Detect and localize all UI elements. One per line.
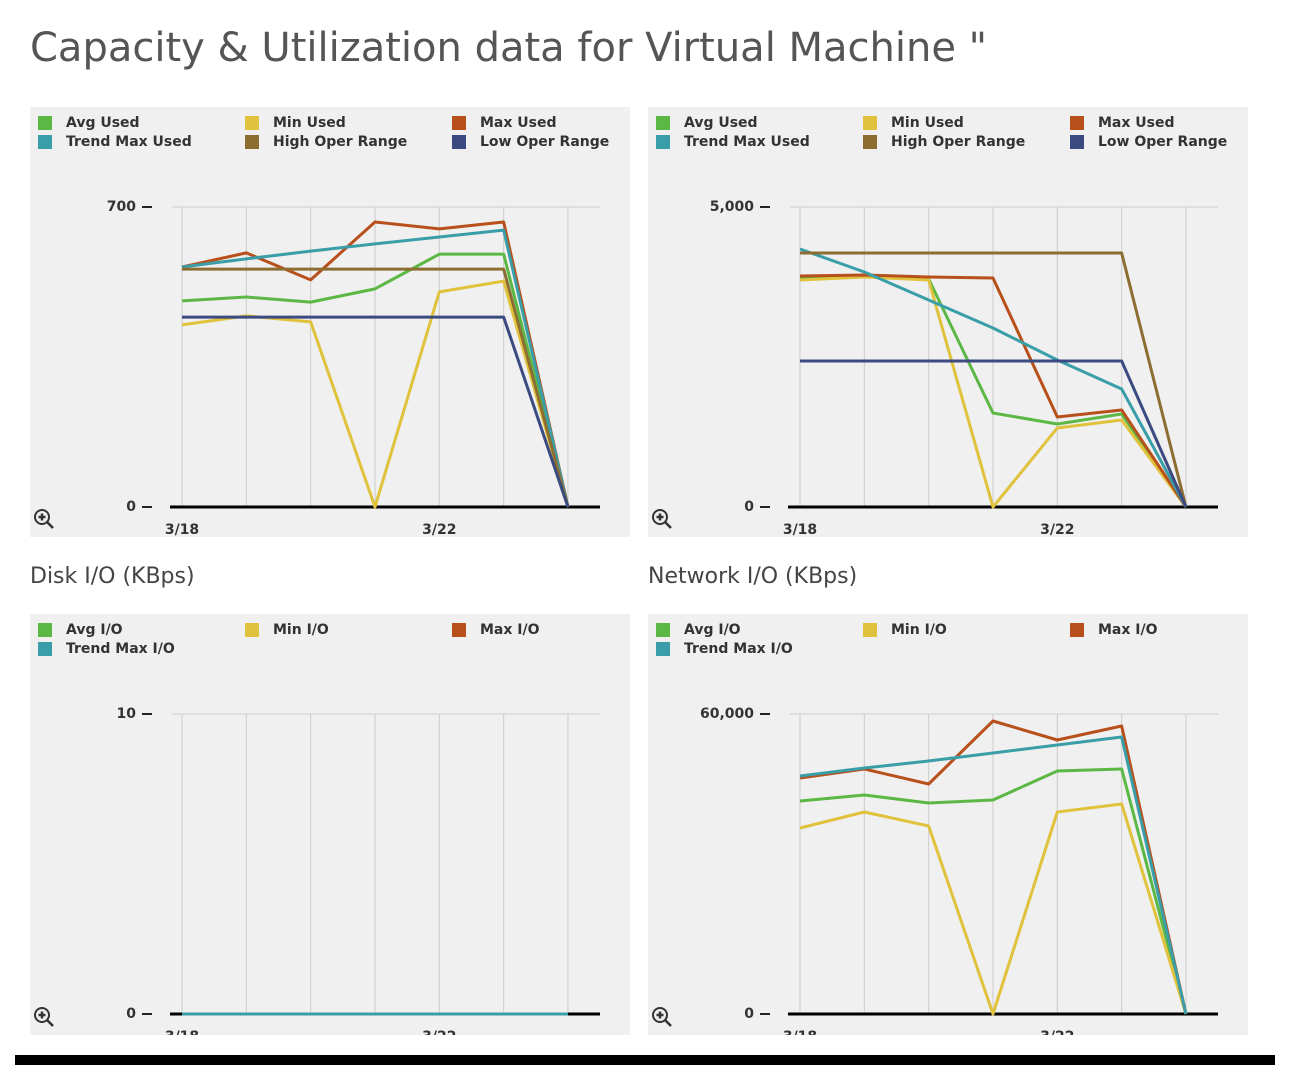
series-line <box>182 267 570 508</box>
legend-label: Min I/O <box>891 622 947 638</box>
legend-label: Avg I/O <box>66 622 123 638</box>
x-tick-label: 3/22 <box>422 522 456 538</box>
legend-label: Avg I/O <box>684 622 741 638</box>
legend-swatch <box>863 135 877 149</box>
zoom-button[interactable] <box>34 1007 54 1027</box>
panel-bg <box>648 614 1248 1035</box>
chart-panel: Avg I/O Min I/O Max I/O Trend Max I/O 3/18 3/… <box>30 614 630 1045</box>
bottom-bar <box>15 1055 1275 1065</box>
x-tick-label: 3/18 <box>165 1029 199 1045</box>
page-title: Capacity & Utilization data for Virtual … <box>30 25 987 71</box>
series-line <box>800 251 1188 508</box>
zoom-glyph <box>656 513 672 529</box>
x-tick-label: 3/22 <box>1040 1029 1074 1045</box>
y-tick-label: 0 <box>126 499 136 515</box>
zoom-button[interactable] <box>34 509 54 529</box>
legend-swatch <box>656 623 670 637</box>
panel-bg <box>30 107 630 537</box>
legend-label: Min I/O <box>273 622 329 638</box>
y-tick-label: 10 <box>117 706 137 722</box>
series-line <box>181 220 570 508</box>
y-tick-label: 5,000 <box>710 199 755 215</box>
series-line <box>182 315 570 508</box>
legend-label: High Oper Range <box>891 134 1025 150</box>
y-tick-label: 700 <box>107 199 136 215</box>
series-line <box>799 275 1188 509</box>
legend-swatch <box>1070 116 1084 130</box>
legend-swatch <box>38 623 52 637</box>
chart-title: Disk I/O (KBps) <box>30 564 195 589</box>
chart-panel: Avg I/O Min I/O Max I/O Trend Max I/O 3/18 3/… <box>648 614 1248 1045</box>
legend-label: Max I/O <box>1098 622 1158 638</box>
x-tick-label: 3/18 <box>783 522 817 538</box>
series-line <box>181 228 570 508</box>
legend-swatch <box>863 116 877 130</box>
zoom-button[interactable] <box>652 1007 672 1027</box>
x-tick-label: 3/18 <box>783 1029 817 1045</box>
legend-label: Low Oper Range <box>1098 134 1227 150</box>
legend-swatch <box>452 135 466 149</box>
legend-label: Min Used <box>891 115 964 131</box>
legend-label: High Oper Range <box>273 134 407 150</box>
chart-panel: Avg Used Min Used Max Used Trend Max Used Hi… <box>30 107 630 538</box>
legend-swatch <box>245 116 259 130</box>
legend-label: Min Used <box>273 115 346 131</box>
x-tick-label: 3/22 <box>422 1029 456 1045</box>
legend-swatch <box>452 116 466 130</box>
zoom-lens <box>34 1007 50 1023</box>
zoom-glyph <box>38 513 54 529</box>
legend-swatch <box>245 135 259 149</box>
legend-label: Max Used <box>480 115 557 131</box>
legend-label: Max I/O <box>480 622 540 638</box>
series-line <box>799 802 1188 1016</box>
series-line <box>799 273 1188 508</box>
y-tick-label: 0 <box>126 1006 136 1022</box>
legend-swatch <box>245 623 259 637</box>
y-tick-label: 60,000 <box>700 706 754 722</box>
x-tick-label: 3/18 <box>165 522 199 538</box>
zoom-glyph <box>656 1011 672 1027</box>
y-tick-label: 0 <box>744 1006 754 1022</box>
series-line <box>799 247 1188 508</box>
legend-swatch <box>656 116 670 130</box>
legend-swatch <box>1070 135 1084 149</box>
series-line <box>181 252 570 508</box>
chart-panel: Avg Used Min Used Max Used Trend Max Used Hi… <box>648 107 1248 538</box>
zoom-glyph <box>38 1011 54 1027</box>
legend-label: Trend Max I/O <box>66 641 175 657</box>
legend-label: Low Oper Range <box>480 134 609 150</box>
legend-label: Trend Max Used <box>684 134 810 150</box>
legend-swatch <box>38 135 52 149</box>
legend-swatch <box>452 623 466 637</box>
legend-label: Trend Max I/O <box>684 641 793 657</box>
legend-swatch <box>656 642 670 656</box>
series-line <box>799 767 1188 1015</box>
zoom-button[interactable] <box>652 509 672 529</box>
panel-bg <box>30 614 630 1035</box>
legend-label: Max Used <box>1098 115 1175 131</box>
x-tick-label: 3/22 <box>1040 522 1074 538</box>
zoom-lens <box>34 509 50 525</box>
legend-label: Trend Max Used <box>66 134 192 150</box>
legend-label: Avg Used <box>684 115 758 131</box>
zoom-lens <box>652 509 668 525</box>
chart-title: Network I/O (KBps) <box>648 564 857 589</box>
y-tick-label: 0 <box>744 499 754 515</box>
legend-label: Avg Used <box>66 115 140 131</box>
legend-swatch <box>38 642 52 656</box>
legend-swatch <box>863 623 877 637</box>
legend-swatch <box>38 116 52 130</box>
series-line <box>800 359 1188 508</box>
series-line <box>799 735 1188 1015</box>
legend-swatch <box>656 135 670 149</box>
zoom-lens <box>652 1007 668 1023</box>
legend-swatch <box>1070 623 1084 637</box>
